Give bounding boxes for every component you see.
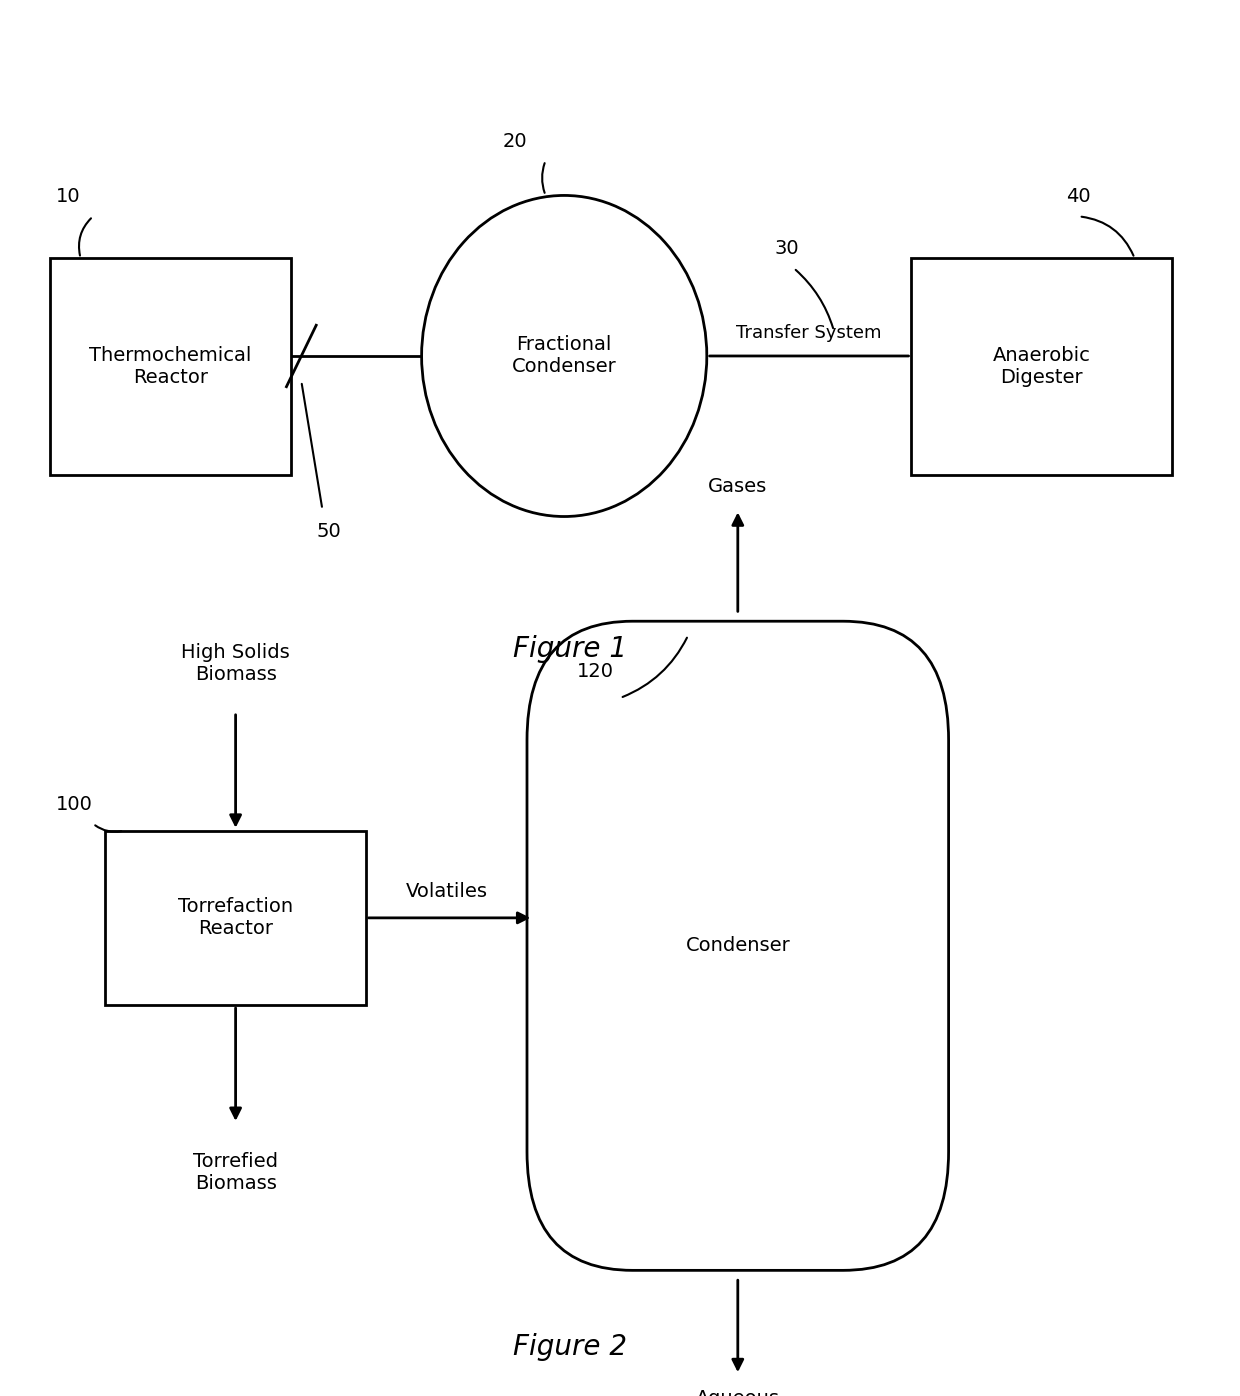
Text: Transfer System: Transfer System [737, 324, 882, 342]
Text: Torrefied
Biomass: Torrefied Biomass [193, 1152, 278, 1192]
Text: 50: 50 [316, 522, 341, 542]
FancyBboxPatch shape [105, 831, 366, 1005]
Ellipse shape [422, 195, 707, 517]
Text: Torrefaction
Reactor: Torrefaction Reactor [179, 898, 293, 938]
FancyBboxPatch shape [527, 621, 949, 1270]
Text: Aqueous
Fraction: Aqueous Fraction [696, 1389, 780, 1396]
Text: Thermochemical
Reactor: Thermochemical Reactor [89, 346, 252, 387]
Text: Volatiles: Volatiles [405, 882, 487, 902]
Text: Gases: Gases [708, 476, 768, 496]
Text: Figure 2: Figure 2 [513, 1333, 627, 1361]
Text: 100: 100 [56, 794, 93, 814]
Text: Condenser: Condenser [686, 937, 790, 955]
Text: Figure 1: Figure 1 [513, 635, 627, 663]
Text: Fractional
Condenser: Fractional Condenser [512, 335, 616, 377]
Text: 30: 30 [775, 239, 800, 258]
Text: 20: 20 [502, 131, 527, 151]
Text: High Solids
Biomass: High Solids Biomass [181, 644, 290, 684]
FancyBboxPatch shape [911, 258, 1172, 475]
Text: 120: 120 [577, 662, 614, 681]
Text: 40: 40 [1066, 187, 1091, 207]
Text: 10: 10 [56, 187, 81, 207]
Text: Anaerobic
Digester: Anaerobic Digester [993, 346, 1090, 387]
FancyBboxPatch shape [50, 258, 291, 475]
